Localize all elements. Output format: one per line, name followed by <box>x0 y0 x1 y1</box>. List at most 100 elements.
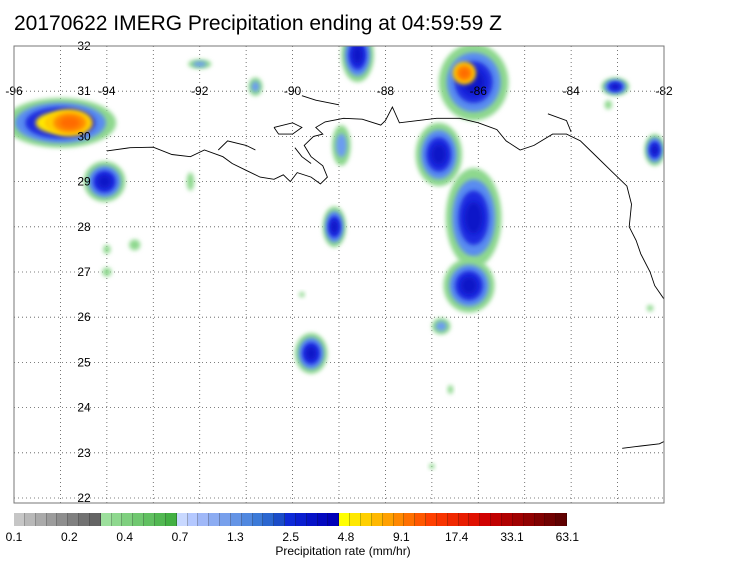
coastline-segment <box>301 95 340 106</box>
colorbar-tick-label: 17.4 <box>444 530 469 544</box>
map-title: 20170622 IMERG Precipitation ending at 0… <box>14 12 502 35</box>
colorbar-swatch <box>556 513 568 526</box>
colorbar-swatch <box>295 513 307 526</box>
colorbar-swatch <box>220 513 231 526</box>
lat-tick-label: 27 <box>77 265 91 279</box>
precip-cell <box>429 463 435 470</box>
colorbar-swatch <box>501 513 513 526</box>
colorbar-swatch <box>285 513 296 526</box>
colorbar-swatch <box>306 513 318 526</box>
lat-tick-label: 26 <box>77 310 91 324</box>
lon-tick-label: -92 <box>191 84 209 98</box>
colorbar-swatch <box>426 513 437 526</box>
colorbar-swatch <box>198 513 210 526</box>
colorbar-tick-label: 1.3 <box>226 530 244 544</box>
colorbar-tick-label: 2.5 <box>282 530 300 544</box>
colorbar-swatch <box>133 513 145 526</box>
coastline-segment <box>273 122 303 135</box>
lat-tick-label: 29 <box>77 175 91 189</box>
colorbar-swatch <box>534 513 546 526</box>
coastline <box>106 95 664 449</box>
colorbar-swatch <box>263 513 275 526</box>
colorbar-swatch <box>57 513 69 526</box>
lat-tick-label: 23 <box>77 446 91 460</box>
colorbar-swatch <box>79 513 90 526</box>
colorbar-swatch <box>111 513 123 526</box>
lon-tick-label: -90 <box>284 84 302 98</box>
colorbar-swatch <box>512 513 524 526</box>
colorbar-swatch <box>491 513 502 526</box>
colorbar-swatch <box>436 513 448 526</box>
precip-cell <box>651 144 658 155</box>
precip-cell <box>102 267 112 277</box>
colorbar-swatch <box>382 513 394 526</box>
colorbar-swatch <box>209 513 221 526</box>
precip-cell <box>103 244 111 254</box>
precip-cell <box>305 346 317 360</box>
precip-cell <box>431 144 447 165</box>
lat-tick-label: 24 <box>77 401 91 415</box>
precip-cell <box>129 239 141 251</box>
colorbar-swatch <box>100 513 112 526</box>
colorbar-swatch <box>176 513 188 526</box>
colorbar-swatch <box>458 513 470 526</box>
precip-cell <box>447 385 454 395</box>
colorbar-swatch <box>165 513 177 526</box>
colorbar-swatch <box>545 513 557 526</box>
precip-cell <box>646 304 654 312</box>
colorbar-swatch <box>154 513 166 526</box>
colorbar-tick-label: 0.2 <box>60 530 78 544</box>
precip-cell <box>97 175 112 189</box>
lat-tick-label: 22 <box>77 491 91 505</box>
colorbar-swatch <box>68 513 80 526</box>
lon-tick-label: -88 <box>377 84 395 98</box>
precip-cell <box>299 291 305 298</box>
colorbar-title: Precipitation rate (mm/hr) <box>275 544 411 558</box>
lon-tick-label: -84 <box>562 84 580 98</box>
colorbar-tick-label: 0.4 <box>116 530 133 544</box>
colorbar-tick-label: 0.1 <box>5 530 23 544</box>
colorbar-swatch <box>415 513 427 526</box>
precip-cell <box>335 133 347 158</box>
colorbar-tick-label: 33.1 <box>500 530 524 544</box>
map-frame <box>13 45 665 504</box>
coastline-segment <box>294 147 312 164</box>
colorbar-swatch <box>393 513 405 526</box>
coastline-segment <box>547 113 572 133</box>
colorbar-swatch <box>144 513 155 526</box>
coastline-segment <box>106 105 664 301</box>
colorbar-swatch <box>469 513 481 526</box>
colorbar-swatch <box>361 513 372 526</box>
colorbar-tick-label: 63.1 <box>555 530 580 544</box>
colorbar-swatch <box>350 513 361 526</box>
colorbar-swatch <box>339 513 351 526</box>
precip-cell <box>604 100 612 110</box>
colorbar-swatch <box>371 513 383 526</box>
colorbar-swatch <box>35 513 47 526</box>
colorbar-swatch <box>523 513 535 526</box>
lon-tick-label: -94 <box>98 84 116 98</box>
precipitation-field <box>14 46 664 470</box>
colorbar-tick-label: 0.7 <box>171 530 189 544</box>
colorbar-swatch <box>241 513 253 526</box>
colorbar-swatch <box>230 513 242 526</box>
lat-tick-label: 28 <box>77 220 91 234</box>
precip-cell <box>460 276 478 295</box>
colorbar-swatch <box>14 513 25 526</box>
colorbar-swatch <box>404 513 416 526</box>
lat-tick-label: 31 <box>77 84 91 98</box>
precip-cell <box>60 117 80 129</box>
colorbar-swatch <box>122 513 134 526</box>
coastline-segment <box>217 140 256 151</box>
precip-cell <box>459 68 470 78</box>
lat-tick-label: 25 <box>77 355 91 369</box>
colorbar-swatch <box>89 513 101 526</box>
colorbar-swatch <box>46 513 58 526</box>
colorbar-swatch <box>328 513 340 526</box>
colorbar-swatch <box>317 513 329 526</box>
lon-tick-label: -86 <box>470 84 488 98</box>
precip-cell <box>192 61 207 67</box>
coastline-segment <box>622 440 664 449</box>
colorbar <box>14 513 568 526</box>
